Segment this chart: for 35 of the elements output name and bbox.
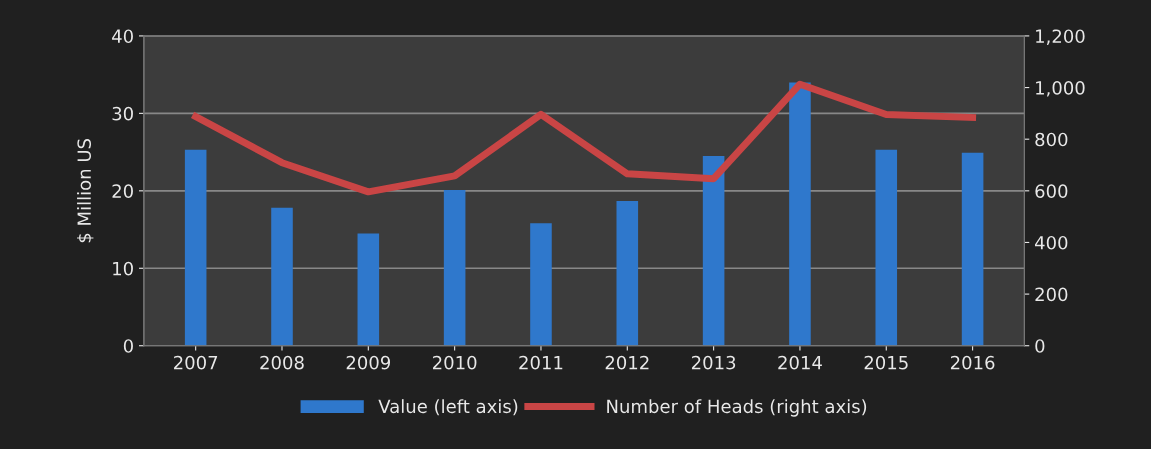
y2-tick-label: 600 [1035,184,1068,198]
bar [184,149,207,346]
y2-tick-label: 0 [1035,339,1045,353]
x-tick-label: 2008 [260,355,304,370]
x-tick-label: 2015 [864,355,908,370]
y-tick-label: 40 [112,29,133,44]
x-tick-label: 2014 [778,355,822,370]
x-tick-label: 2009 [346,355,391,370]
y2-tick-label: 200 [1035,287,1068,302]
x-tick-label: 2007 [174,355,218,370]
y2-tick-label: 400 [1035,235,1068,250]
y2-tick-label: 1,200 [1036,29,1085,45]
bar [875,149,898,346]
bar [357,233,380,346]
y-axis-title: $ Million US [77,138,94,243]
bar [443,190,466,346]
legend-label: Value (left axis) [378,399,518,416]
x-tick-label: 2011 [519,355,563,370]
x-tick-label: 2013 [691,355,736,370]
y2-tick-label: 1,000 [1036,81,1085,97]
y-tick-label: 10 [113,261,133,276]
x-tick-label: 2016 [950,355,995,370]
y-tick-label: 20 [112,184,133,198]
bar [616,200,639,346]
bar [702,155,725,346]
y2-tick-label: 800 [1035,132,1068,147]
y-tick-label: 0 [123,339,133,353]
bar [789,82,811,346]
bar [271,207,293,346]
legend-label: Number of Heads (right axis) [607,399,867,417]
x-tick-label: 2012 [605,355,649,370]
bar [961,152,984,346]
x-tick-label: 2010 [432,355,477,370]
y-tick-label: 30 [112,106,133,121]
bar [530,223,552,346]
